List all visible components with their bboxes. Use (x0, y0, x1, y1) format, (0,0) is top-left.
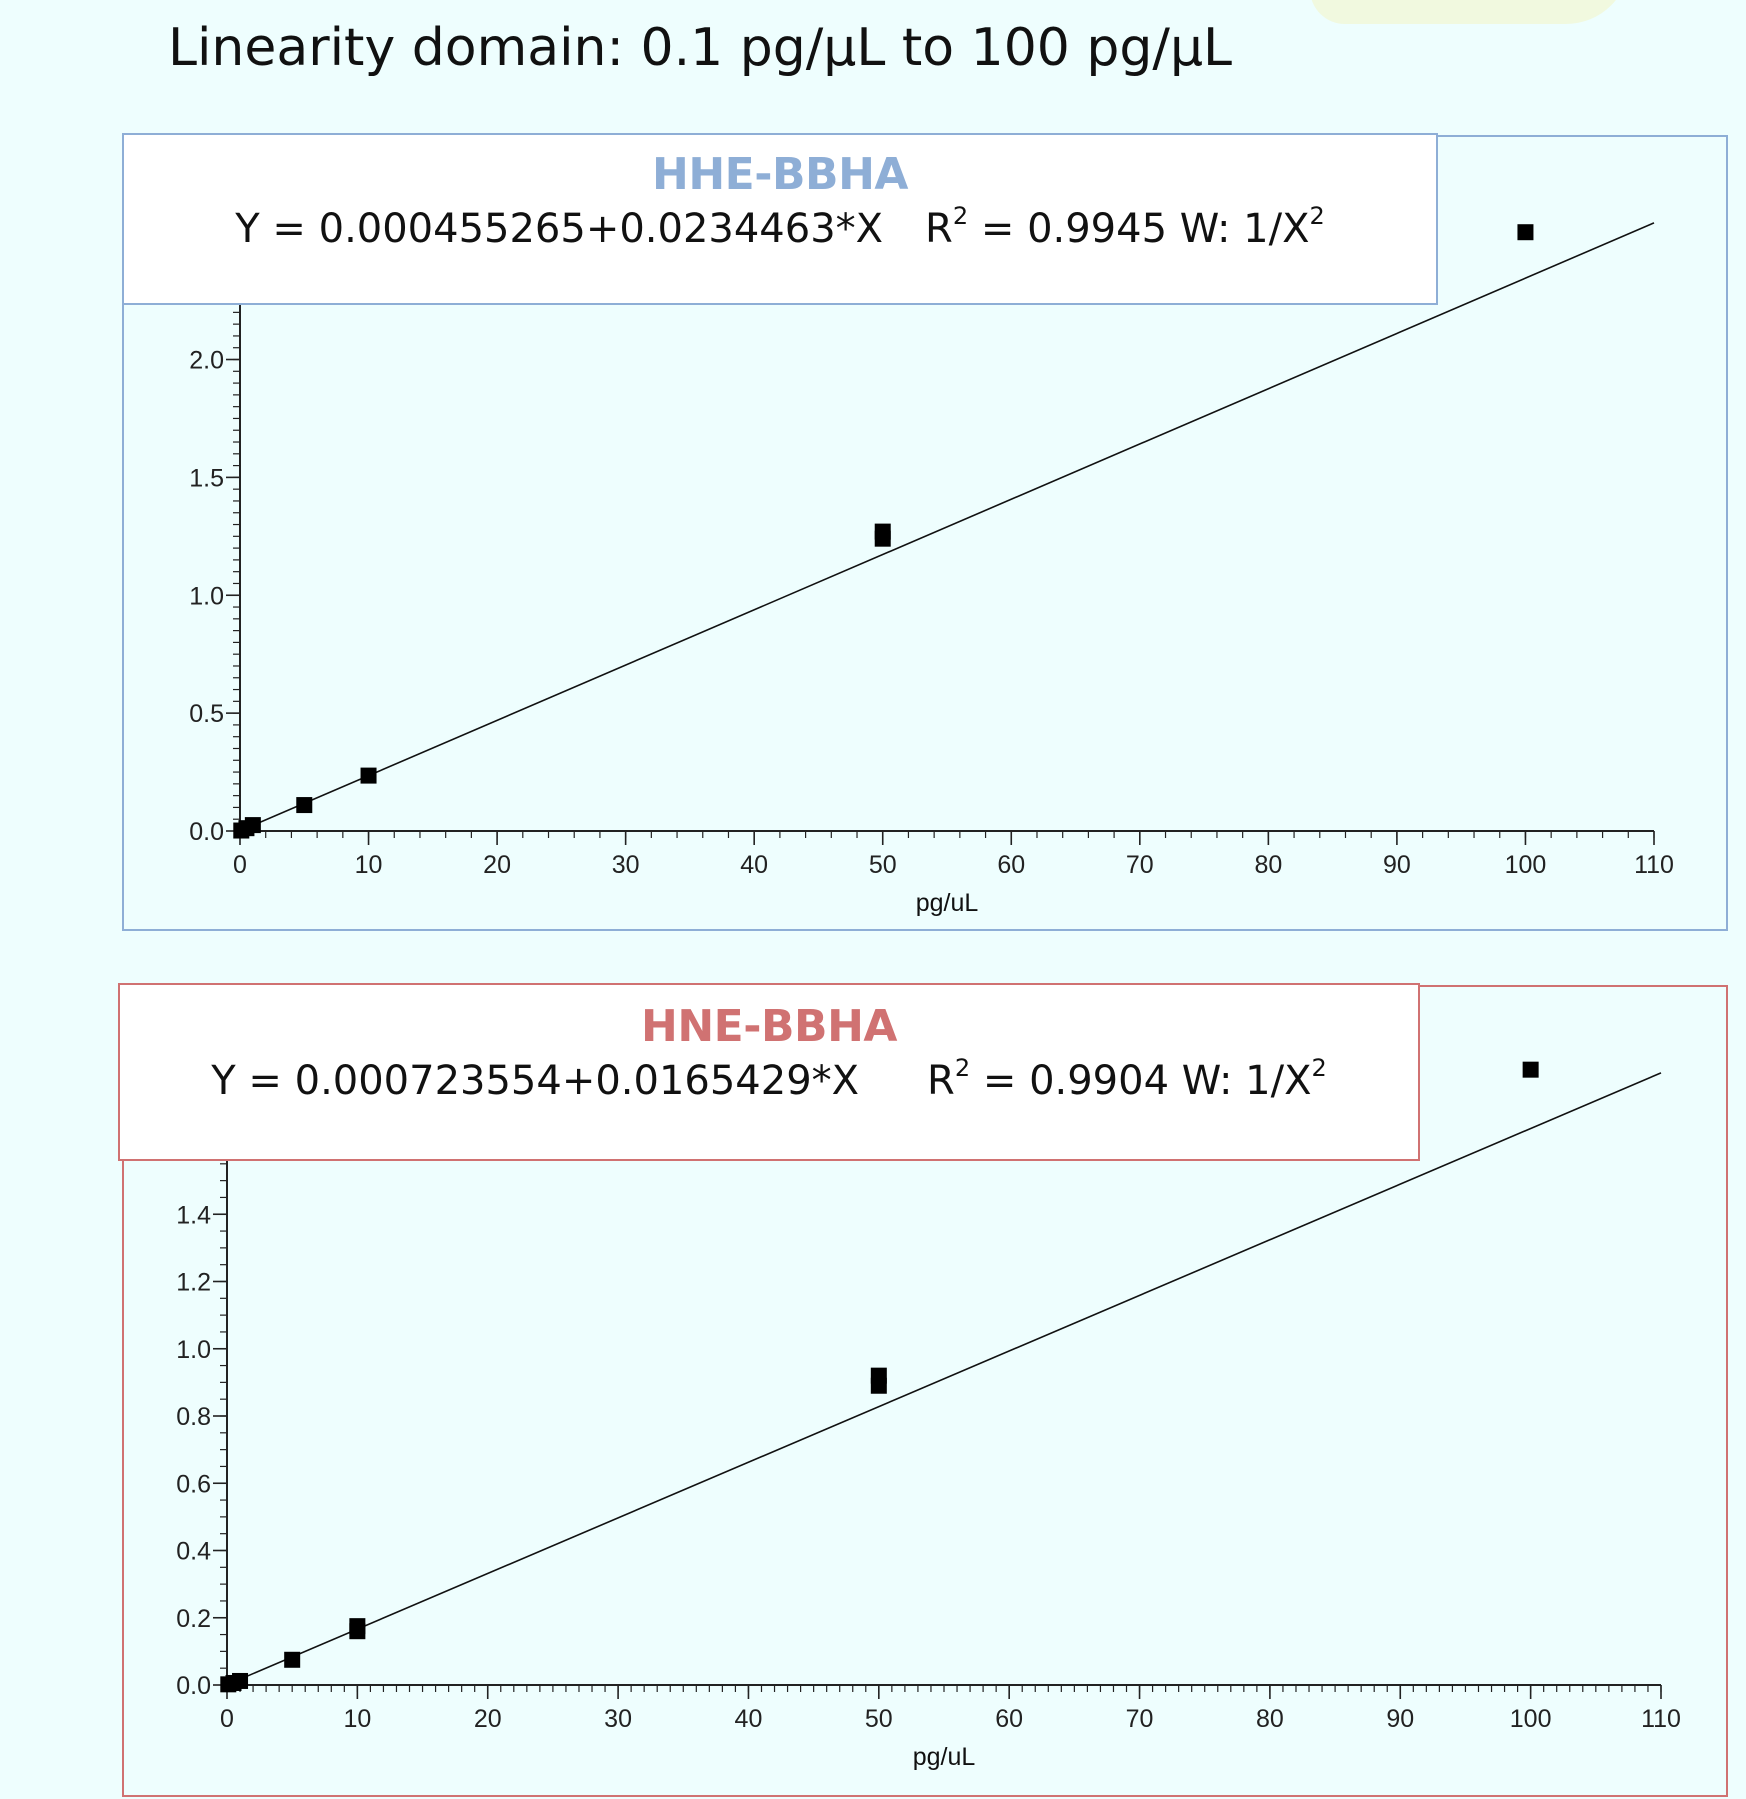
equation-hhe-w-sup: 2 (1309, 202, 1325, 230)
equation-hhe-fit: Y = 0.000455265+0.0234463*X (235, 206, 884, 252)
y-tick-label: 0.0 (176, 1672, 211, 1700)
y-tick-label: 0.4 (176, 1538, 211, 1566)
x-tick-label: 100 (1505, 851, 1547, 879)
equation-hne-r-sup: 2 (954, 1054, 971, 1082)
x-tick-label: 10 (343, 1705, 371, 1733)
x-tick-label: 20 (474, 1705, 502, 1733)
chart-title-hne: HNE-BBHA (641, 1001, 897, 1052)
data-point (360, 767, 377, 784)
x-tick-label: 10 (355, 851, 383, 879)
y-tick-label: 1.5 (189, 464, 224, 492)
x-tick-label: 90 (1383, 851, 1411, 879)
x-tick-label: 40 (735, 1705, 763, 1733)
axes-hhe: 0 10 20 30 40 50 60 70 80 90 100 110 0.0 0.5 1.0 1.5 2.0… (189, 276, 1674, 917)
data-point (870, 1367, 887, 1384)
x-tick-label: 50 (865, 1705, 893, 1733)
x-axis-title: pg/uL (913, 1743, 976, 1771)
data-point (284, 1651, 301, 1668)
x-tick-label: 90 (1386, 1705, 1414, 1733)
y-tick-label: 0.0 (189, 818, 224, 846)
x-tick-label: 0 (233, 851, 247, 879)
equation-hne-w-sup: 2 (1311, 1054, 1327, 1082)
x-tick-label: 70 (1126, 1705, 1154, 1733)
data-point (244, 817, 261, 834)
fit-line-hhe (239, 222, 1655, 832)
data-point (1517, 224, 1534, 241)
y-tick-label: 1.0 (176, 1336, 211, 1364)
data-point (349, 1618, 366, 1635)
equation-hhe-r-label: R (925, 206, 953, 252)
y-tick-label: 0.6 (176, 1470, 211, 1498)
fit-line-hne (226, 1072, 1662, 1686)
x-tick-label: 30 (612, 851, 640, 879)
x-tick-label: 100 (1510, 1705, 1552, 1733)
data-point (1522, 1061, 1539, 1078)
chart-hhe-plot: 0 10 20 30 40 50 60 70 80 90 100 110 0.0 0.5 1.0 1.5 2.0… (189, 222, 1674, 917)
equation-hne-fit: Y = 0.000723554+0.0165429*X (211, 1058, 860, 1104)
x-tick-label: 50 (869, 851, 897, 879)
y-tick-label: 1.0 (189, 582, 224, 610)
x-tick-label: 80 (1254, 851, 1282, 879)
equation-hne-r-label: R (927, 1058, 955, 1104)
y-tick-label: 0.8 (176, 1403, 211, 1431)
background-decoration (1310, 0, 1630, 24)
equation-hhe-r-sup: 2 (952, 202, 969, 230)
x-tick-label: 70 (1126, 851, 1154, 879)
equation-hne-r-value: = 0.9904 W: 1/X (970, 1058, 1312, 1104)
y-tick-label: 0.5 (189, 700, 224, 728)
axes-hne: 0 10 20 30 40 50 60 70 80 90 100 110 0.0 0.2 0.4 0.6 0.8… (176, 1146, 1681, 1771)
x-tick-label: 60 (995, 1705, 1023, 1733)
data-point (874, 523, 891, 540)
slide-title: Linearity domain: 0.1 pg/µL to 100 pg/µL (168, 18, 1232, 78)
chart-title-hhe: HHE-BBHA (652, 149, 908, 200)
y-tick-label: 0.2 (176, 1605, 211, 1633)
x-tick-label: 40 (740, 851, 768, 879)
chart-legend-hne: HNE-BBHA Y = 0.000723554+0.0165429*X R2 =… (118, 983, 1420, 1161)
y-tick-label: 2.0 (189, 347, 224, 375)
x-tick-label: 60 (997, 851, 1025, 879)
y-tick-label: 1.4 (176, 1201, 211, 1229)
x-axis-title: pg/uL (916, 889, 979, 917)
equation-hhe-r-value: = 0.9945 W: 1/X (968, 206, 1310, 252)
x-tick-label: 110 (1634, 851, 1674, 879)
data-point (232, 1672, 249, 1689)
equation-hhe: Y = 0.000455265+0.0234463*X R2 = 0.9945 W… (124, 204, 1436, 252)
x-tick-label: 0 (220, 1705, 234, 1733)
data-point (296, 797, 313, 814)
x-tick-label: 80 (1256, 1705, 1284, 1733)
chart-legend-hhe: HHE-BBHA Y = 0.000455265+0.0234463*X R2 =… (122, 133, 1438, 305)
x-tick-label: 110 (1641, 1705, 1681, 1733)
y-tick-label: 1.2 (176, 1269, 211, 1297)
chart-hne-plot: 0 10 20 30 40 50 60 70 80 90 100 110 0.0 0.2 0.4 0.6 0.8… (176, 1061, 1681, 1771)
x-tick-label: 20 (483, 851, 511, 879)
x-tick-label: 30 (604, 1705, 632, 1733)
equation-hne: Y = 0.000723554+0.0165429*X R2 = 0.9904 W… (120, 1056, 1418, 1104)
